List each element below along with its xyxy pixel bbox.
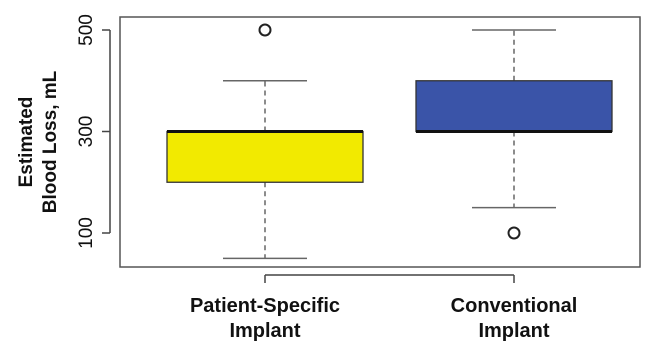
outlier-point	[258, 23, 272, 37]
x-axis: Patient-Specific Implant Conventional Im…	[190, 274, 578, 342]
box-group-1	[166, 23, 364, 260]
plot-frame	[119, 16, 641, 268]
x-category-label-2-line-1: Conventional	[451, 295, 578, 317]
x-category-label-2-line-2: Implant	[478, 320, 549, 342]
outlier-point	[507, 226, 521, 240]
x-category-label-1-line-1: Patient-Specific	[190, 295, 340, 317]
y-ticks: 100 300 500	[76, 14, 110, 249]
iqr-box	[415, 80, 613, 133]
y-tick-label: 100	[76, 217, 97, 249]
y-axis-title-line-2: Blood Loss, mL	[40, 70, 61, 213]
y-tick-label: 300	[76, 116, 97, 148]
y-tick-label: 500	[76, 14, 97, 46]
box-group-2	[415, 29, 613, 240]
y-axis: 100 300 500	[76, 14, 111, 249]
y-axis-title-line-1: Estimated	[16, 97, 37, 188]
x-category-label-1-line-2: Implant	[229, 320, 300, 342]
iqr-box	[166, 130, 364, 183]
boxes	[166, 23, 613, 260]
